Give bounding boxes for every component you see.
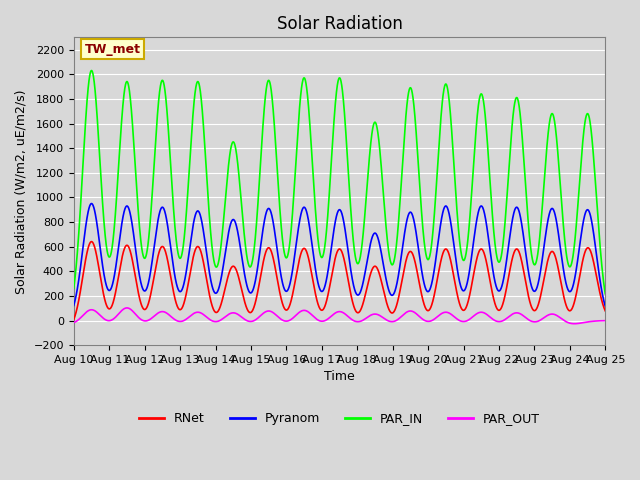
X-axis label: Time: Time: [324, 371, 355, 384]
Y-axis label: Solar Radiation (W/m2, uE/m2/s): Solar Radiation (W/m2, uE/m2/s): [15, 89, 28, 294]
Title: Solar Radiation: Solar Radiation: [276, 15, 403, 33]
Text: TW_met: TW_met: [84, 43, 140, 56]
Legend: RNet, Pyranom, PAR_IN, PAR_OUT: RNet, Pyranom, PAR_IN, PAR_OUT: [134, 407, 545, 430]
